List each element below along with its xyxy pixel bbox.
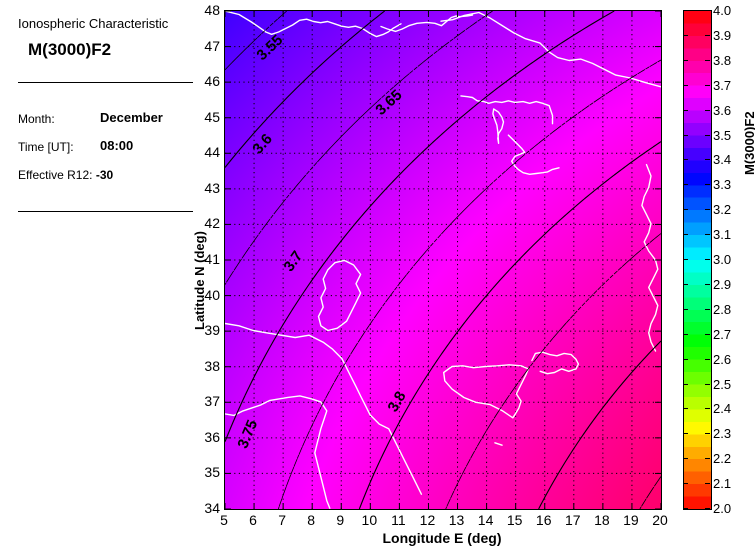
svg-text:3.7: 3.7	[280, 248, 306, 275]
svg-text:3.65: 3.65	[372, 87, 405, 119]
svg-text:3.75: 3.75	[234, 418, 261, 452]
